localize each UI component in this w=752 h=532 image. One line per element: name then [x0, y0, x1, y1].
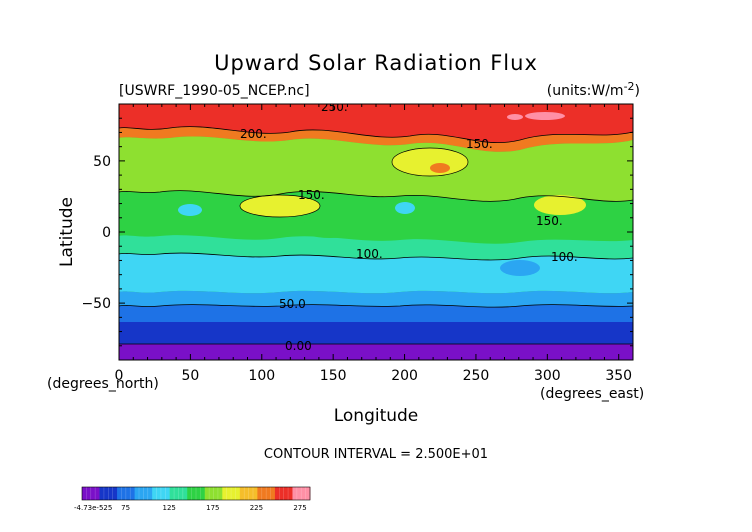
- band-blue: [119, 304, 633, 322]
- colorbar-swatch: [257, 487, 276, 500]
- colorbar-label: 275: [293, 504, 306, 512]
- y-axis-label: Latitude: [57, 197, 77, 267]
- contour-line: [391, 147, 469, 177]
- colorbar-swatch: [239, 487, 258, 500]
- x-tick-label: 50: [181, 368, 199, 384]
- band-skyblue: [119, 290, 633, 308]
- colorbar-label: 125: [163, 504, 176, 512]
- units-label: (units:W/m-2): [547, 80, 640, 99]
- contour-label: 0.00: [285, 339, 312, 353]
- y-tick-label: −50: [81, 296, 111, 312]
- band-orange: [119, 126, 633, 152]
- contour-label: 100.: [356, 247, 383, 261]
- colorbar-swatch: [222, 487, 241, 500]
- colorbar-swatch: [152, 487, 171, 500]
- contour-label: 50.0: [279, 297, 306, 311]
- contour-label: 150.: [466, 137, 493, 151]
- x-tick-label: 0: [115, 368, 124, 384]
- band-darkblue: [119, 322, 633, 344]
- contour-interval-note: CONTOUR INTERVAL = 2.500E+01: [264, 447, 488, 462]
- patch-cyan-3: [500, 260, 540, 276]
- colorbar-label: 225: [250, 504, 263, 512]
- colorbar: -4.73e-525 75 125 175 225 275: [74, 486, 311, 512]
- x-tick-label: 200: [391, 368, 418, 384]
- contour-label: 150.: [298, 188, 325, 202]
- x-corner-label: (degrees_north): [47, 376, 159, 392]
- patch-orange-1: [430, 163, 450, 173]
- patch-green-1: [300, 218, 360, 238]
- plot-axes: 0 50 100 150 200 250 300 350 50 0 −50: [81, 103, 634, 384]
- x-axis-label: Longitude: [334, 406, 419, 426]
- band-green-north: [119, 136, 633, 202]
- patch-pink-1: [525, 112, 565, 120]
- colorbar-swatch: [99, 487, 118, 500]
- y-tick-label: 0: [102, 225, 111, 241]
- x-tick-label: 250: [463, 368, 490, 384]
- band-purple: [119, 344, 633, 360]
- x-tick-label: 300: [534, 368, 561, 384]
- contour-line: [119, 126, 633, 144]
- patch-yellow-2: [240, 195, 320, 217]
- patch-yellow-3: [534, 195, 586, 215]
- colorbar-label: -4.73e-525: [74, 504, 112, 512]
- contour-label: 100.: [551, 250, 578, 264]
- band-seagreen: [119, 235, 633, 260]
- contour-line: [119, 190, 633, 202]
- contour-plot-area: 250. 200. 150. 100. 50.0 0.00 150. 100. …: [119, 100, 633, 360]
- x-tick-label: 350: [605, 368, 632, 384]
- colorbar-swatch: [274, 487, 293, 500]
- x-tick-label: 150: [320, 368, 347, 384]
- x-tick-label: 100: [248, 368, 275, 384]
- patch-pink-2: [507, 114, 523, 120]
- colorbar-swatch: [187, 487, 206, 500]
- colorbar-swatch: [292, 487, 311, 500]
- contour-label: 150.: [536, 214, 563, 228]
- y-tick-label: 50: [93, 154, 111, 170]
- colorbar-label: 175: [206, 504, 219, 512]
- colorbar-swatch: [204, 487, 223, 500]
- contour-label: 250.: [321, 100, 348, 114]
- colorbar-swatch: [169, 487, 188, 500]
- contour-label: 200.: [240, 127, 267, 141]
- colorbar-frame: [81, 486, 311, 501]
- band-red: [119, 104, 633, 143]
- contour-line: [119, 304, 633, 308]
- file-label: [USWRF_1990-05_NCEP.nc]: [119, 83, 310, 99]
- colorbar-label: 75: [121, 504, 130, 512]
- colorbar-swatch: [134, 487, 153, 500]
- colorbar-swatch: [82, 487, 101, 500]
- patch-cyan-2: [178, 204, 202, 216]
- patch-cyan-1: [395, 202, 415, 214]
- chart-title: Upward Solar Radiation Flux: [214, 51, 538, 75]
- contour-line: [239, 194, 321, 218]
- contour-line: [119, 252, 633, 261]
- x-units-label: (degrees_east): [540, 386, 644, 402]
- colorbar-swatch: [117, 487, 136, 500]
